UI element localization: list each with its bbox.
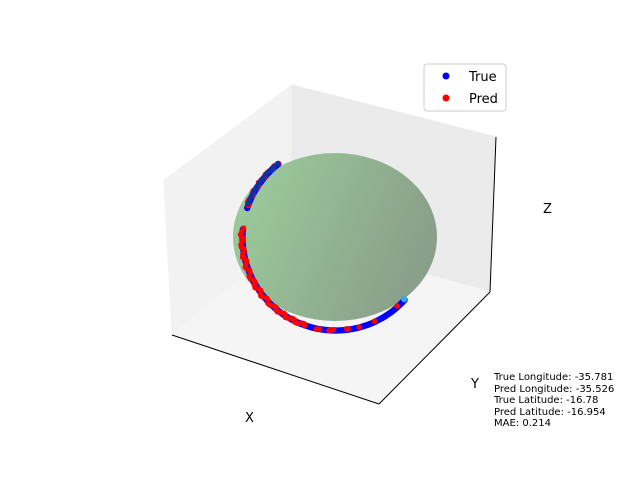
x-axis-line [171,334,380,405]
pred-point [345,326,351,332]
pred-point [326,327,332,334]
z-axis-label: Z [543,202,552,217]
info-pred-longitude: Pred Longitude: -35.526 [494,383,615,395]
info-true-latitude: True Latitude: -16.78 [494,395,599,406]
pred-point [294,320,301,326]
legend-true-marker [442,72,450,80]
pred-point [285,315,292,322]
info-text-block: True Longitude: -35.781 Pred Longitude: … [494,372,614,430]
true-point [401,296,408,303]
legend-pred-marker [442,94,450,102]
z-axis-line [489,136,497,293]
true-point [245,201,251,207]
x-axis-label: X [245,411,254,426]
series-layer [237,160,408,334]
y-axis-label: Y [470,377,479,392]
pred-point [394,303,401,309]
sphere-surface [233,153,437,321]
info-pred-latitude: Pred Latitude: -16.954 [494,406,606,418]
pred-point [356,324,363,330]
pred-point [302,322,308,329]
pred-point [330,326,337,333]
legend-true-label: True [468,70,497,85]
pred-point [371,318,378,325]
info-mae: MAE: 0.214 [494,418,551,429]
legend-pred-label: Pred [469,92,498,107]
info-true-longitude: True Longitude: -35.781 [494,372,614,383]
pred-point [316,326,323,332]
y-axis-line [378,291,491,405]
legend: True Pred [423,63,507,112]
